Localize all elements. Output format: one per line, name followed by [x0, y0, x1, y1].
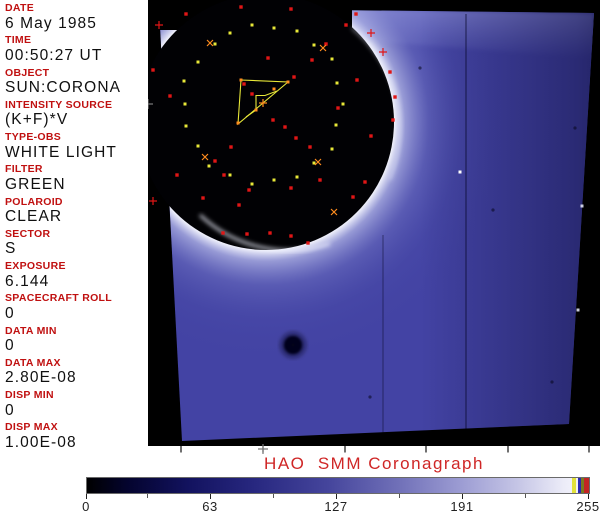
colorbar-stripe: [584, 478, 589, 493]
field-value: 00:50:27 UT: [5, 46, 103, 64]
field-label: DATA MIN: [5, 324, 57, 337]
field-label: INTENSITY SOURCE: [5, 98, 113, 111]
metadata-field: EXPOSURE 6.144: [5, 261, 145, 289]
colorbar-tick: [210, 494, 212, 499]
field-value: (K+F)*V: [5, 111, 69, 129]
field-label: POLAROID: [5, 195, 63, 208]
colorbar-tick-label: 127: [324, 499, 348, 512]
colorbar-minor-tick: [273, 494, 275, 498]
field-label: TIME: [5, 34, 32, 47]
field-label: EXPOSURE: [5, 260, 66, 272]
field-label: OBJECT: [5, 66, 50, 79]
field-value: 2.80E-08: [5, 369, 77, 387]
field-label: DISP MAX: [5, 421, 58, 434]
field-value: CLEAR: [5, 208, 63, 225]
metadata-field: SECTOR S: [5, 229, 145, 257]
metadata-field: DATA MAX 2.80E-08: [5, 358, 145, 386]
metadata-field: DATE 6 May 1985: [5, 3, 145, 31]
metadata-field: OBJECT SUN:CORONA: [5, 66, 145, 96]
colorbar-tick-label: 0: [82, 499, 90, 512]
metadata-field: SPACECRAFT ROLL 0: [5, 293, 145, 321]
metadata-field: DATA MIN 0: [5, 324, 145, 354]
field-value: WHITE LIGHT: [5, 143, 117, 161]
field-value: 1.00E-08: [5, 433, 77, 451]
metadata-field: TIME 00:50:27 UT: [5, 35, 145, 63]
colorbar-tick: [588, 494, 589, 499]
colorbar-axis: 0 63 127 191 255: [82, 494, 599, 512]
colorbar-stripe: [578, 478, 581, 493]
field-value: 0: [5, 401, 15, 419]
colorbar-minor-tick: [525, 494, 526, 498]
colorbar-stripe: [572, 478, 576, 493]
metadata-sidebar: DATE 6 May 1985 TIME 00:50:27 UT OBJECT SUN:C…: [0, 0, 148, 450]
field-value: 0: [5, 337, 15, 354]
field-value: 6 May 1985: [5, 14, 97, 32]
colorbar-minor-tick: [399, 494, 400, 498]
intensity-colorbar: [86, 477, 590, 494]
field-value: SUN:CORONA: [5, 79, 122, 96]
metadata-field: POLAROID CLEAR: [5, 195, 145, 225]
colorbar-minor-tick: [147, 494, 149, 498]
colorbar-tick-label: 63: [202, 499, 218, 512]
field-label: DATE: [5, 2, 35, 14]
plot-title: HAO SMM Coronagraph: [264, 454, 484, 473]
field-label: FILTER: [5, 163, 43, 176]
metadata-field: INTENSITY SOURCE (K+F)*V: [5, 100, 145, 128]
field-value: GREEN: [5, 175, 66, 193]
field-value: 6.144: [5, 272, 50, 290]
field-label: TYPE-OBS: [5, 131, 62, 143]
field-label: SPACECRAFT ROLL: [5, 292, 112, 305]
colorbar-tick-label: 191: [450, 499, 474, 512]
field-value: 0: [5, 304, 15, 322]
metadata-field: DISP MIN 0: [5, 390, 145, 418]
metadata-field: TYPE-OBS WHITE LIGHT: [5, 132, 145, 160]
colorbar-tick: [86, 494, 87, 499]
colorbar-stripe: [576, 478, 578, 493]
field-label: DATA MAX: [5, 356, 61, 369]
colorbar-tick: [336, 494, 338, 499]
colorbar-tick-label: 255: [576, 499, 600, 512]
field-label: DISP MIN: [5, 389, 54, 401]
colorbar-stripe: [581, 478, 584, 493]
field-label: SECTOR: [5, 227, 51, 240]
metadata-field: DISP MAX 1.00E-08: [5, 422, 145, 450]
field-value: S: [5, 240, 17, 258]
colorbar-tick: [462, 494, 463, 499]
metadata-field: FILTER GREEN: [5, 164, 145, 192]
